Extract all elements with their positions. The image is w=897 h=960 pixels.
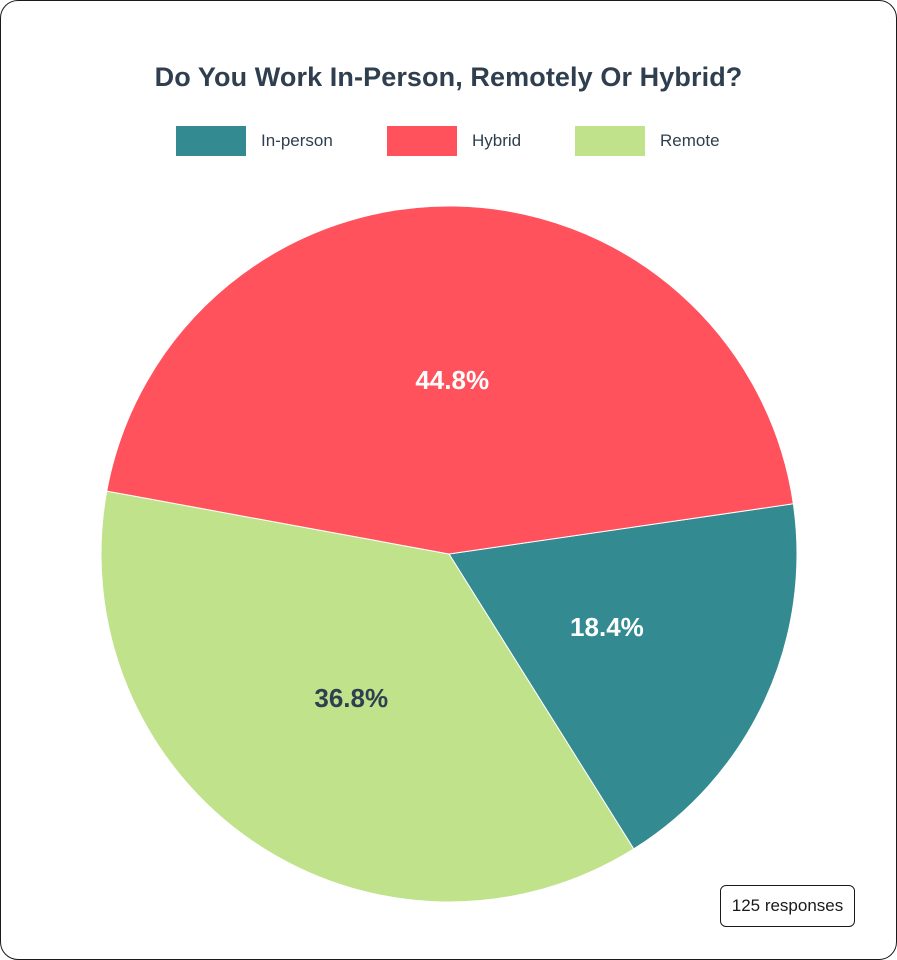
- legend-label-hybrid: Hybrid: [472, 131, 522, 150]
- legend-item-in-person[interactable]: In-person: [176, 126, 333, 156]
- legend-swatch-hybrid: [387, 126, 457, 156]
- legend-label-in-person: In-person: [261, 131, 333, 150]
- pie-slice-remote[interactable]: [100, 490, 635, 903]
- legend-swatch-in-person: [176, 126, 246, 156]
- chart-title: Do You Work In-Person, Remotely Or Hybri…: [154, 62, 743, 92]
- responses-badge: 125 responses: [720, 885, 855, 927]
- slice-label-hybrid: 44.8%: [415, 365, 489, 395]
- pie-slices: [100, 205, 798, 903]
- legend: In-person Hybrid Remote: [0, 126, 897, 156]
- legend-item-remote[interactable]: Remote: [575, 126, 720, 156]
- pie-slice-in-person[interactable]: [448, 503, 798, 850]
- slice-label-remote: 36.8%: [314, 683, 388, 713]
- pie-slice-hybrid[interactable]: [106, 205, 794, 555]
- pie-labels: 18.4% 36.8% 44.8%: [314, 365, 643, 713]
- legend-item-hybrid[interactable]: Hybrid: [387, 126, 521, 156]
- slice-label-in-person: 18.4%: [570, 612, 644, 642]
- legend-swatch-remote: [575, 126, 645, 156]
- legend-label-remote: Remote: [660, 131, 720, 150]
